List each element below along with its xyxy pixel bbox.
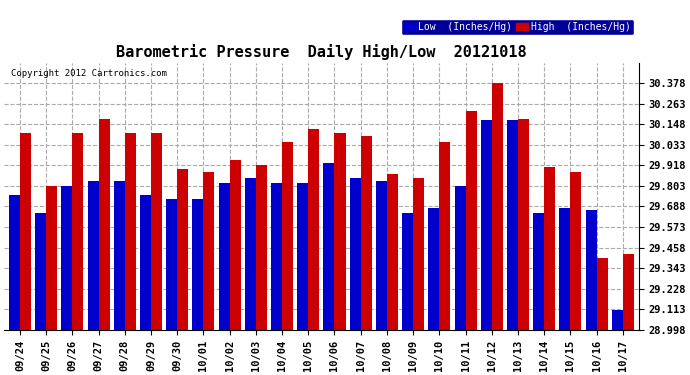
- Bar: [245, 177, 256, 330]
- Bar: [507, 120, 518, 330]
- Bar: [282, 142, 293, 330]
- Bar: [256, 165, 267, 330]
- Bar: [125, 133, 136, 330]
- Bar: [140, 195, 151, 330]
- Title: Barometric Pressure  Daily High/Low  20121018: Barometric Pressure Daily High/Low 20121…: [116, 44, 526, 60]
- Text: Copyright 2012 Cartronics.com: Copyright 2012 Cartronics.com: [10, 69, 166, 78]
- Bar: [297, 183, 308, 330]
- Bar: [271, 183, 282, 330]
- Bar: [544, 167, 555, 330]
- Bar: [204, 172, 215, 330]
- Bar: [492, 83, 503, 330]
- Bar: [413, 177, 424, 330]
- Bar: [612, 310, 623, 330]
- Bar: [99, 118, 110, 330]
- Bar: [61, 186, 72, 330]
- Bar: [455, 186, 466, 330]
- Bar: [402, 213, 413, 330]
- Bar: [335, 133, 346, 330]
- Bar: [324, 163, 335, 330]
- Bar: [230, 160, 241, 330]
- Bar: [35, 213, 46, 330]
- Bar: [597, 258, 608, 330]
- Bar: [518, 118, 529, 330]
- Bar: [571, 172, 582, 330]
- Bar: [428, 208, 440, 330]
- Bar: [440, 142, 451, 330]
- Bar: [20, 133, 31, 330]
- Bar: [177, 169, 188, 330]
- Bar: [166, 199, 177, 330]
- Legend: Low  (Inches/Hg), High  (Inches/Hg): Low (Inches/Hg), High (Inches/Hg): [401, 19, 633, 35]
- Bar: [151, 133, 162, 330]
- Bar: [72, 133, 83, 330]
- Bar: [466, 111, 477, 330]
- Bar: [46, 186, 57, 330]
- Bar: [193, 199, 204, 330]
- Bar: [387, 174, 398, 330]
- Bar: [560, 208, 571, 330]
- Bar: [481, 120, 492, 330]
- Bar: [361, 136, 372, 330]
- Bar: [586, 210, 597, 330]
- Bar: [88, 181, 99, 330]
- Bar: [623, 254, 634, 330]
- Bar: [350, 177, 361, 330]
- Bar: [219, 183, 230, 330]
- Bar: [376, 181, 387, 330]
- Bar: [9, 195, 20, 330]
- Bar: [308, 129, 319, 330]
- Bar: [114, 181, 125, 330]
- Bar: [533, 213, 544, 330]
